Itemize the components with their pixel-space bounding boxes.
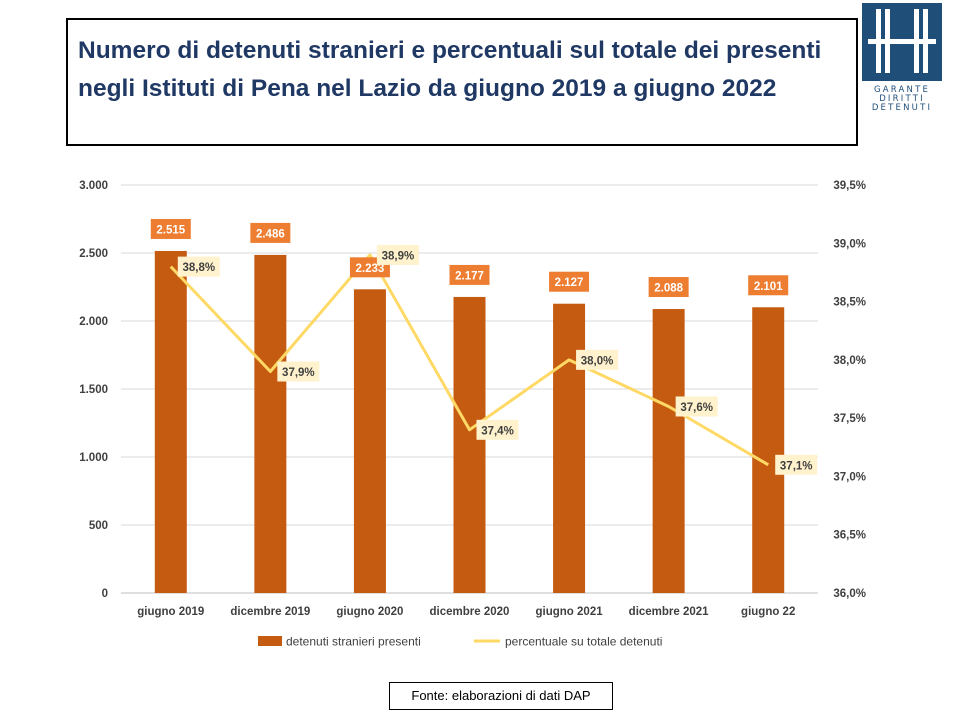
- line-label-box: [775, 454, 818, 475]
- logo-line-1: GARANTE: [873, 85, 931, 95]
- bar-label-box: [250, 222, 291, 243]
- bar-label-box: [748, 275, 789, 296]
- bar-data-label: 2.177: [455, 270, 484, 282]
- y-left-tick-label: 0: [102, 588, 108, 600]
- bar-data-label: 2.233: [356, 263, 385, 275]
- title-box: Numero di detenuti stranieri e percentua…: [66, 18, 858, 146]
- line-data-label: 37,1%: [780, 460, 813, 472]
- garante-logo-icon: [862, 3, 942, 81]
- bar-data-label: 2.127: [555, 277, 584, 289]
- y-right-tick-label: 38,5%: [833, 297, 866, 309]
- line-data-label: 38,8%: [182, 262, 215, 274]
- garante-logo: GARANTE DIRITTI DETENUTI: [862, 3, 942, 113]
- line-label-box: [177, 256, 220, 277]
- y-left-tick-label: 3.000: [79, 180, 108, 192]
- bar: [453, 296, 486, 593]
- y-left-tick-label: 1.500: [79, 384, 108, 396]
- line-data-label: 37,4%: [481, 425, 514, 437]
- legend-swatch-bars: [258, 636, 282, 646]
- bar-data-label: 2.101: [754, 281, 783, 293]
- y-left-tick-label: 1.000: [79, 452, 108, 464]
- line-data-label: 37,6%: [680, 402, 713, 414]
- y-right-tick-label: 39,5%: [833, 180, 866, 192]
- bar: [752, 307, 785, 593]
- y-right-tick-label: 39,0%: [833, 238, 866, 250]
- x-tick-label: dicembre 2019: [230, 606, 310, 618]
- bar-label-box: [150, 218, 191, 239]
- x-tick-label: giugno 22: [741, 606, 795, 618]
- bar-data-label: 2.486: [256, 228, 285, 240]
- legend-label: detenuti stranieri presenti: [286, 635, 421, 649]
- bar-label-box: [549, 271, 590, 292]
- x-tick-label: giugno 2020: [336, 606, 403, 618]
- line-label-box: [576, 349, 619, 370]
- line-data-label: 38,0%: [581, 355, 614, 367]
- bar: [254, 254, 287, 594]
- bar-data-label: 2.515: [156, 224, 185, 236]
- bar-data-label: 2.088: [654, 283, 683, 295]
- logo-line-2: DIRITTI: [879, 94, 925, 104]
- bar: [652, 309, 685, 593]
- y-left-tick-label: 500: [89, 520, 108, 532]
- y-right-tick-label: 36,5%: [833, 530, 866, 542]
- line-label-box: [376, 244, 419, 265]
- x-tick-label: giugno 2021: [536, 606, 604, 618]
- line-label-box: [476, 419, 519, 440]
- logo-line-3: DETENUTI: [871, 103, 933, 113]
- x-tick-label: dicembre 2020: [430, 606, 510, 618]
- bar: [553, 303, 586, 593]
- y-right-tick-label: 37,0%: [833, 471, 866, 483]
- series-line: [169, 253, 769, 467]
- line-label-box: [675, 396, 718, 417]
- bar: [353, 289, 386, 593]
- bar-label-box: [449, 264, 490, 285]
- y-right-tick-label: 37,5%: [833, 413, 866, 425]
- chart-title: Numero di detenuti stranieri e percentua…: [78, 37, 822, 102]
- combo-chart: 0 500 1.000 1.500 2.000 2.500 3.000 36,0% 36,5% 3…: [79, 180, 866, 649]
- x-tick-label: dicembre 2021: [629, 606, 710, 618]
- y-right-tick-label: 38,0%: [833, 355, 866, 367]
- y-left-tick-label: 2.000: [79, 316, 108, 328]
- line-data-label: 38,9%: [382, 250, 415, 262]
- legend-label: percentuale su totale detenuti: [505, 635, 662, 649]
- y-left-tick-label: 2.500: [79, 248, 108, 260]
- line-data-label: 37,9%: [282, 367, 315, 379]
- bar: [154, 250, 187, 593]
- y-right-tick-label: 36,0%: [833, 588, 866, 600]
- x-tick-label: giugno 2019: [137, 606, 204, 618]
- bar-label-box: [648, 277, 689, 298]
- line-label-box: [277, 361, 320, 382]
- source-note: Fonte: elaborazioni di dati DAP: [389, 682, 613, 710]
